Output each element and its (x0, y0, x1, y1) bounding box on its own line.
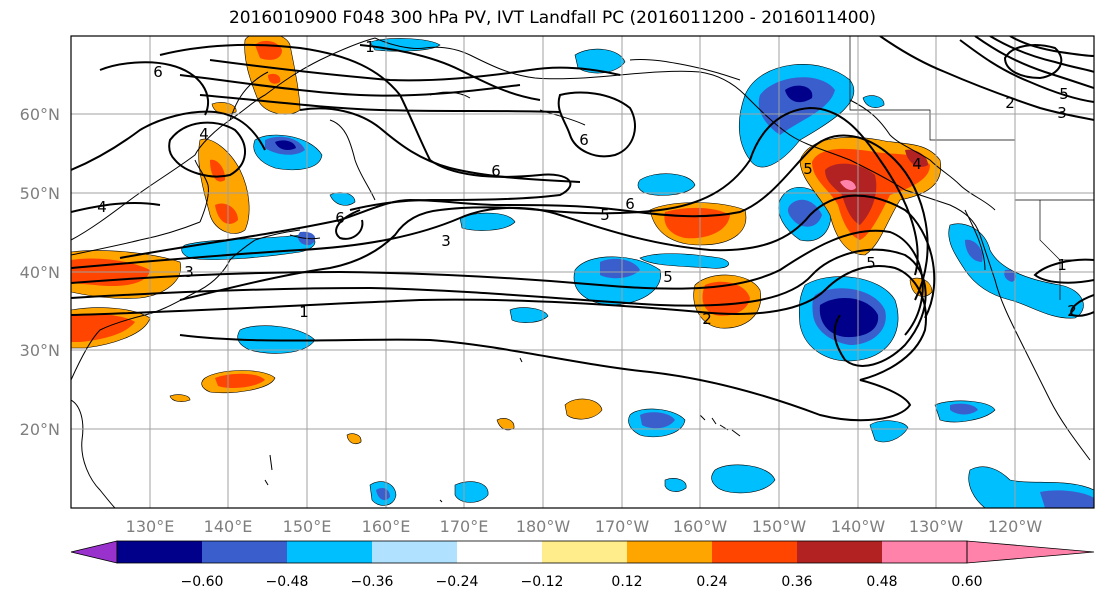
colorbar-segment (882, 541, 967, 563)
contour-label: 4 (912, 155, 922, 173)
colorbar-segment (202, 541, 287, 563)
latitude-labels: 60°N 50°N 40°N 30°N 20°N (20, 105, 60, 439)
contour-label: 2 (702, 310, 712, 328)
contour-label: 5 (1059, 85, 1069, 103)
colorbar-segment (797, 541, 882, 563)
contour-label: 3 (1057, 104, 1067, 122)
colorbar-segment (712, 541, 797, 563)
colorbar-tick: 0.60 (951, 574, 982, 590)
colorbar-tick: −0.24 (436, 574, 479, 590)
lat-label: 40°N (20, 263, 60, 282)
lon-label: 140°W (831, 517, 886, 536)
contour-label: 5 (866, 254, 876, 272)
colorbar-extend-max (966, 540, 1095, 564)
lat-label: 50°N (20, 184, 60, 203)
colorbar-segment (287, 541, 372, 563)
colorbar-tick: −0.48 (266, 574, 309, 590)
contour-label: 3 (184, 263, 194, 281)
colorbar-tick: −0.60 (181, 574, 224, 590)
contour-label: 5 (803, 160, 813, 178)
map-frame (70, 35, 1095, 509)
lon-label: 120°W (988, 517, 1043, 536)
lon-label: 140°E (204, 517, 253, 536)
pv-anomaly-fill (71, 36, 1094, 508)
contour-label: 2 (1067, 302, 1077, 320)
lon-label: 130°E (126, 517, 175, 536)
lon-label: 160°E (362, 517, 411, 536)
colorbar: −0.60 −0.48 −0.36 −0.24 −0.12 0.12 0.24 … (70, 540, 1095, 590)
colorbar-segment (542, 541, 627, 563)
lon-label: 180°W (516, 517, 571, 536)
contour-label: 1 (299, 303, 309, 321)
contour-labels: 6 4 4 1 6 6 5 6 3 3 1 5 2 6 4 5 5 2 1 3 … (97, 38, 1077, 328)
contour-label: 5 (600, 206, 610, 224)
contour-label: 4 (199, 125, 209, 143)
longitude-labels: 130°E 140°E 150°E 160°E 170°E 180°W 170°… (126, 517, 1043, 536)
colorbar-tick: 0.48 (866, 574, 897, 590)
lon-label: 150°E (283, 517, 332, 536)
contour-label: 5 (663, 268, 673, 286)
lat-label: 60°N (20, 105, 60, 124)
colorbar-extend-min (70, 540, 118, 564)
lon-label: 160°W (673, 517, 728, 536)
colorbar-segment (372, 541, 457, 563)
colorbar-tick: −0.12 (521, 574, 564, 590)
colorbar-segment (457, 541, 542, 563)
lat-label: 30°N (20, 341, 60, 360)
lon-label: 170°W (595, 517, 650, 536)
contour-label: 1 (1057, 256, 1067, 274)
colorbar-segment (117, 541, 202, 563)
contour-label: 6 (491, 162, 501, 180)
pv-contours (71, 36, 1094, 422)
negative-anomaly-regions (181, 38, 1094, 508)
contour-label: 6 (153, 63, 163, 81)
lon-label: 150°W (752, 517, 807, 536)
colorbar-tick: −0.36 (351, 574, 394, 590)
contour-label: 6 (625, 195, 635, 213)
lat-label: 20°N (20, 420, 60, 439)
gridlines (71, 36, 1094, 508)
colorbar-tick: 0.24 (696, 574, 727, 590)
contour-label: 3 (441, 232, 451, 250)
map-title: 2016010900 F048 300 hPa PV, IVT Landfall… (228, 8, 876, 28)
contour-label: 2 (1005, 94, 1015, 112)
colorbar-tick: 0.36 (781, 574, 812, 590)
lon-label: 170°E (440, 517, 489, 536)
colorbar-tick: 0.12 (611, 574, 642, 590)
lon-label: 130°W (909, 517, 964, 536)
contour-label: 4 (97, 198, 107, 216)
contour-label: 6 (579, 131, 589, 149)
colorbar-segment (627, 541, 712, 563)
contour-label: 6 (335, 209, 345, 227)
contour-label: 1 (365, 38, 375, 56)
